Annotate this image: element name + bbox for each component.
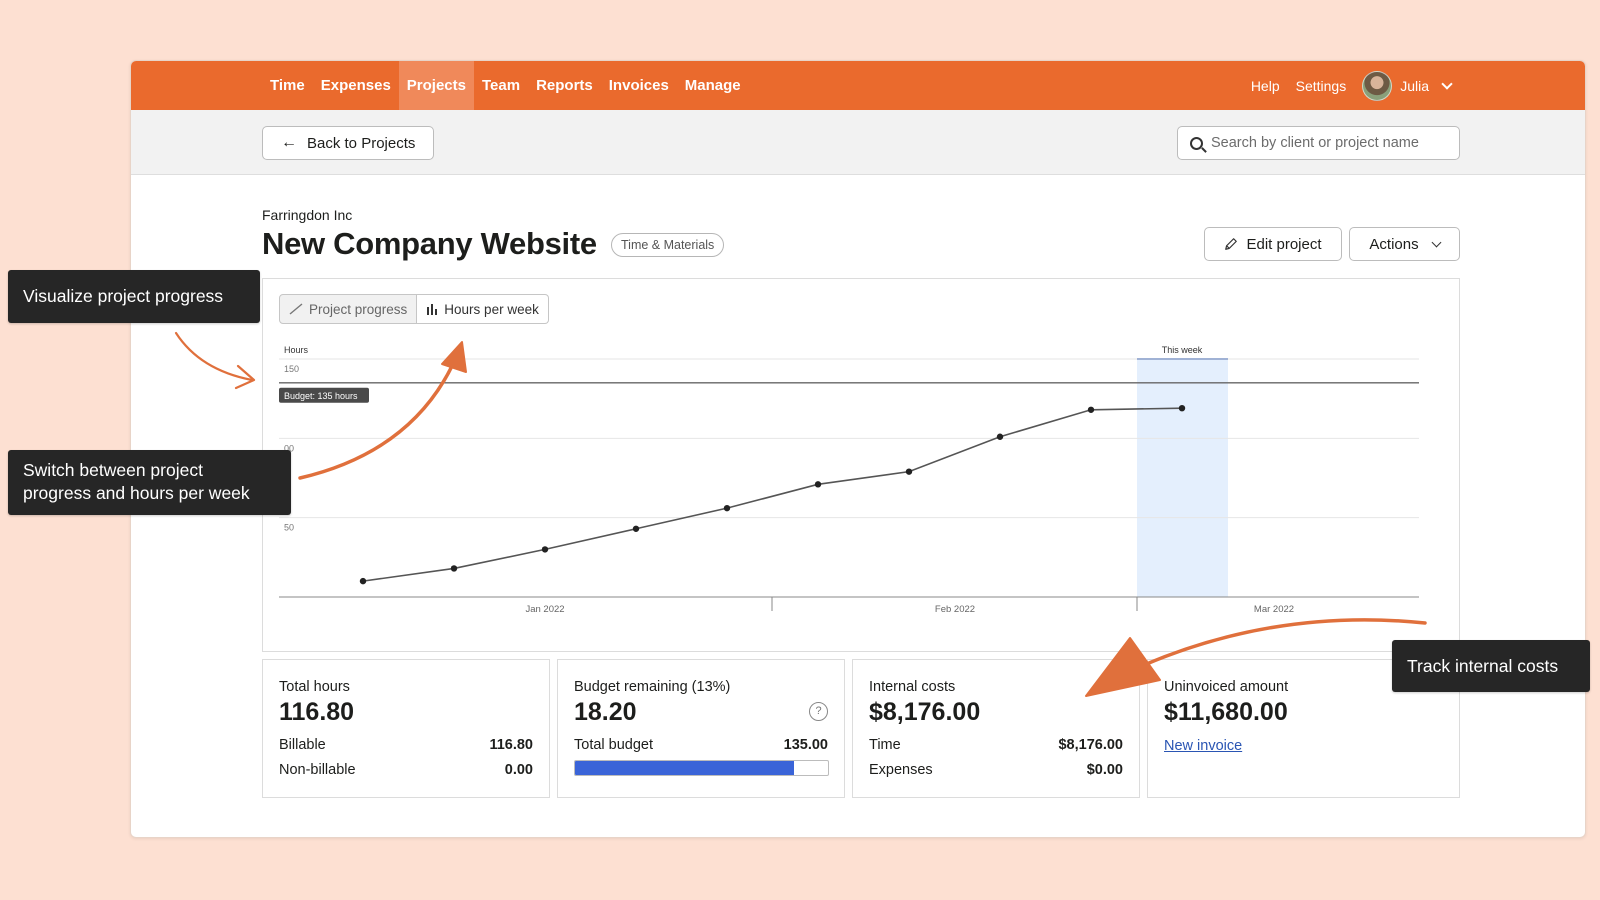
total-hours-label: Total hours <box>279 679 350 695</box>
total-hours-card: Total hours 116.80 Billable 116.80 Non-b… <box>262 659 550 798</box>
chart-panel: This week Hours 150 00 50 Budget: 135 hours Ja… <box>262 278 1460 652</box>
budget-remaining-label: Budget remaining (13%) <box>574 679 731 695</box>
main-nav: Time Expenses Projects Team Reports Invo… <box>262 61 749 110</box>
actions-label: Actions <box>1369 235 1419 253</box>
budget-card: Budget remaining (13%) 18.20 ? Total bud… <box>557 659 845 798</box>
search-box <box>1177 126 1460 160</box>
x-tick-label: Jan 2022 <box>525 604 564 615</box>
tab-hours-per-week-label: Hours per week <box>444 301 539 317</box>
this-week-label: This week <box>1162 345 1203 355</box>
callout-switch-line2: progress and hours per week <box>23 482 250 503</box>
help-link[interactable]: Help <box>1250 77 1280 94</box>
client-name: Farringdon Inc <box>262 207 353 223</box>
callout-track: Track internal costs <box>1392 640 1590 692</box>
search-input[interactable] <box>1211 135 1451 151</box>
internal-costs-card: Internal costs $8,176.00 Time $8,176.00 … <box>852 659 1140 798</box>
tab-project-progress-label: Project progress <box>309 301 408 317</box>
billable-label: Billable <box>279 737 326 753</box>
nav-invoices[interactable]: Invoices <box>608 77 669 94</box>
sub-bar: ← Back to Projects <box>131 110 1585 175</box>
total-budget-label: Total budget <box>574 737 654 753</box>
back-to-projects-button[interactable]: ← Back to Projects <box>262 126 434 160</box>
y-tick-label: 00 <box>284 443 294 453</box>
nav-right: Help Settings Julia <box>1250 61 1453 110</box>
avatar <box>1362 70 1393 101</box>
data-point <box>450 565 458 572</box>
help-icon[interactable]: ? <box>809 702 828 721</box>
data-point <box>541 546 549 553</box>
progress-chart: This week Hours 150 00 50 Budget: 135 hours Ja… <box>279 345 1419 615</box>
data-point <box>632 525 640 532</box>
data-point <box>723 504 731 512</box>
nav-projects[interactable]: Projects <box>398 61 474 110</box>
arrow-left-icon: ← <box>281 134 297 151</box>
nav-manage[interactable]: Manage <box>684 77 741 94</box>
x-tick-label: Mar 2022 <box>1254 604 1294 615</box>
x-tick-label: Feb 2022 <box>935 604 975 615</box>
total-budget-row: Total budget 135.00 <box>574 737 828 753</box>
back-label: Back to Projects <box>307 134 416 152</box>
non-billable-value: 0.00 <box>504 762 533 778</box>
time-cost-label: Time <box>869 737 901 753</box>
callout-switch: Switch between project progress and hour… <box>8 450 291 515</box>
non-billable-label: Non-billable <box>279 762 356 778</box>
data-point <box>814 481 822 488</box>
total-budget-value: 135.00 <box>783 737 828 753</box>
user-menu[interactable]: Julia <box>1362 70 1453 101</box>
data-point <box>996 433 1004 440</box>
non-billable-row: Non-billable 0.00 <box>279 762 533 778</box>
line-chart-icon <box>289 303 303 315</box>
user-name: Julia <box>1400 77 1429 94</box>
uninvoiced-label: Uninvoiced amount <box>1164 679 1289 695</box>
time-cost-row: Time $8,176.00 <box>869 737 1123 753</box>
internal-costs-value: $8,176.00 <box>869 698 981 726</box>
expenses-cost-row: Expenses $0.00 <box>869 762 1123 778</box>
chevron-down-icon <box>1441 77 1453 90</box>
page-title: New Company Website <box>262 226 597 261</box>
callout-switch-line1: Switch between project <box>23 460 203 480</box>
y-tick-label: 150 <box>284 364 299 374</box>
billable-row: Billable 116.80 <box>279 737 533 753</box>
data-point <box>1178 404 1186 412</box>
pencil-icon <box>1225 238 1238 250</box>
budget-label: Budget: 135 hours <box>284 391 358 401</box>
nav-reports[interactable]: Reports <box>536 77 593 94</box>
tab-hours-per-week[interactable]: Hours per week <box>417 294 549 324</box>
budget-progress-fill <box>575 761 794 775</box>
chart-toggle: Project progress Hours per week <box>279 294 549 324</box>
time-cost-value: $8,176.00 <box>1058 737 1123 753</box>
y-axis-label: Hours <box>284 345 309 355</box>
edit-project-label: Edit project <box>1246 235 1322 253</box>
data-point <box>905 468 913 475</box>
nav-time[interactable]: Time <box>270 77 305 94</box>
data-point <box>1087 406 1095 413</box>
callout-visualize: Visualize project progress <box>8 270 260 323</box>
actions-dropdown[interactable]: Actions <box>1349 227 1460 261</box>
billing-type-badge: Time & Materials <box>611 233 725 257</box>
edit-project-button[interactable]: Edit project <box>1204 227 1342 261</box>
search-icon <box>1190 136 1203 150</box>
chevron-down-icon <box>1431 237 1442 247</box>
billable-value: 116.80 <box>489 737 533 753</box>
this-week-band <box>1137 359 1228 597</box>
internal-costs-label: Internal costs <box>869 679 956 695</box>
nav-team[interactable]: Team <box>482 77 521 94</box>
expenses-cost-value: $0.00 <box>1086 762 1123 778</box>
y-tick-label: 50 <box>284 523 294 533</box>
uninvoiced-value: $11,680.00 <box>1164 698 1288 726</box>
top-nav: Time Expenses Projects Team Reports Invo… <box>131 61 1585 110</box>
progress-line <box>362 407 1183 582</box>
total-hours-value: 116.80 <box>279 698 355 726</box>
new-invoice-link[interactable]: New invoice <box>1164 738 1243 754</box>
app-window: Time Expenses Projects Team Reports Invo… <box>130 60 1586 838</box>
nav-expenses[interactable]: Expenses <box>320 77 391 94</box>
bar-chart-icon <box>427 304 438 315</box>
budget-remaining-value: 18.20 <box>574 698 637 726</box>
budget-progress-bar <box>574 760 829 776</box>
tab-project-progress[interactable]: Project progress <box>279 294 418 324</box>
settings-link[interactable]: Settings <box>1295 77 1347 94</box>
expenses-cost-label: Expenses <box>869 762 933 778</box>
data-point <box>359 577 367 585</box>
